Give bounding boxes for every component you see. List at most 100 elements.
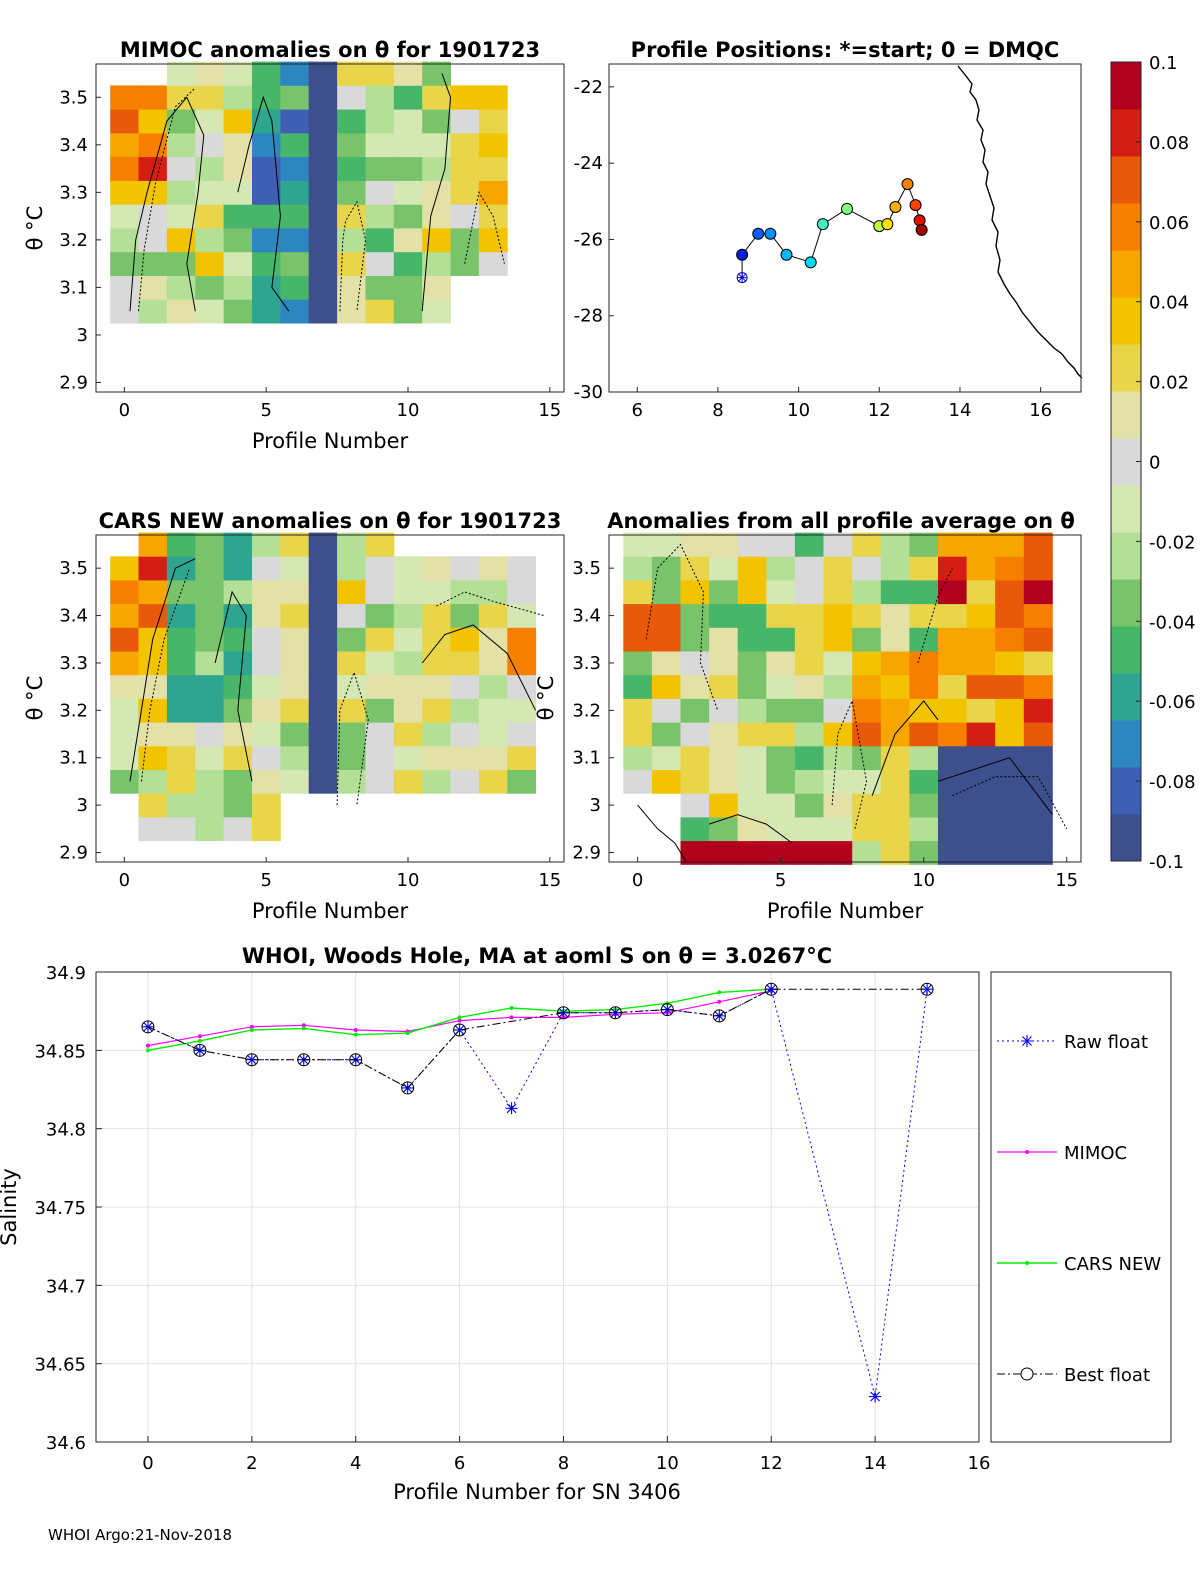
data-point bbox=[717, 990, 722, 995]
heatmap-cell bbox=[138, 651, 168, 676]
legend-item: Best float bbox=[997, 1365, 1150, 1386]
anom-panel-title: Anomalies from all profile average on θ bbox=[607, 509, 1075, 533]
heatmap-cell bbox=[852, 674, 882, 699]
anom-axis-ticks: 0 5 10 15 2.9 3 3.1 3.2 3.3 3.4 3.5 bbox=[572, 558, 1078, 891]
heatmap-cell bbox=[909, 580, 939, 605]
heatmap-cell bbox=[308, 85, 338, 110]
heatmap-cell bbox=[709, 603, 739, 628]
heatmap-cell bbox=[110, 556, 139, 581]
data-point bbox=[301, 1023, 306, 1028]
heatmap-cell bbox=[195, 299, 225, 324]
colorbar-tick-label: 0.02 bbox=[1149, 373, 1189, 394]
heatmap-cell bbox=[623, 627, 653, 652]
heatmap-cell bbox=[138, 580, 168, 605]
salinity-series bbox=[141, 982, 934, 1403]
heatmap-cell bbox=[252, 674, 281, 699]
heatmap-cell bbox=[422, 580, 451, 605]
heatmap-cell bbox=[195, 556, 225, 581]
anom-contour-lines bbox=[637, 543, 1068, 863]
series-line bbox=[147, 988, 928, 1089]
heatmap-cell bbox=[478, 228, 508, 253]
profile-position-marker bbox=[915, 223, 928, 236]
heatmap-cell bbox=[852, 603, 882, 628]
y-tick-label: 34.85 bbox=[34, 1041, 86, 1062]
heatmap-cell bbox=[365, 251, 395, 276]
heatmap-cell bbox=[365, 603, 395, 628]
heatmap-cell bbox=[995, 556, 1025, 581]
heatmap-cell bbox=[966, 556, 996, 581]
y-tick-label: 3 bbox=[77, 325, 88, 346]
heatmap-cell bbox=[110, 109, 139, 134]
x-tick-label: 0 bbox=[632, 870, 643, 891]
anom-heatmap-cells bbox=[623, 532, 1053, 865]
profile-position-marker bbox=[752, 227, 765, 240]
heatmap-cell bbox=[252, 109, 281, 134]
heatmap-cell bbox=[450, 228, 480, 253]
heatmap-cell bbox=[422, 603, 451, 628]
heatmap-cell bbox=[909, 722, 939, 747]
heatmap-cell bbox=[909, 674, 939, 699]
positions-axes-frame bbox=[608, 63, 1082, 393]
heatmap-cell bbox=[852, 556, 882, 581]
heatmap-cell bbox=[1023, 580, 1053, 605]
heatmap-cell bbox=[365, 156, 395, 181]
legend-item: MIMOC bbox=[997, 1143, 1127, 1164]
heatmap-cell bbox=[450, 651, 480, 676]
heatmap-cell bbox=[223, 61, 253, 86]
colorbar-tick-label: 0.08 bbox=[1149, 133, 1189, 154]
mimoc-heatmap-cells bbox=[110, 61, 508, 324]
heatmap-cell bbox=[393, 556, 423, 581]
heatmap-cell bbox=[195, 251, 225, 276]
profile-positions-panel: Profile Positions: *=start; 0 = DMQC 6 8 1… bbox=[574, 38, 1083, 421]
heatmap-cell bbox=[166, 603, 196, 628]
heatmap-cell bbox=[337, 275, 366, 300]
positions-panel-title: Profile Positions: *=start; 0 = DMQC bbox=[631, 38, 1060, 62]
heatmap-cell bbox=[280, 228, 310, 253]
contour-line bbox=[831, 699, 868, 829]
contour-line bbox=[129, 96, 205, 312]
cars-x-axis-label: Profile Number bbox=[252, 899, 409, 923]
heatmap-cell bbox=[1023, 698, 1053, 723]
heatmap-cell bbox=[1023, 769, 1053, 794]
heatmap-cell bbox=[680, 627, 710, 652]
heatmap-cell bbox=[766, 722, 796, 747]
heatmap-cell bbox=[938, 532, 967, 557]
heatmap-cell bbox=[252, 580, 281, 605]
heatmap-cell bbox=[938, 745, 967, 770]
heatmap-cell bbox=[195, 180, 225, 205]
heatmap-cell bbox=[138, 204, 168, 229]
heatmap-cell bbox=[450, 580, 480, 605]
heatmap-cell bbox=[823, 532, 853, 557]
salinity-legend: Raw float MIMOC CARS NEW Best float bbox=[990, 971, 1172, 1443]
x-tick-label: 15 bbox=[538, 870, 561, 891]
profile-position-marker bbox=[780, 248, 793, 261]
heatmap-cell bbox=[308, 722, 338, 747]
y-tick-label: 3.2 bbox=[59, 230, 88, 251]
y-tick-label: 34.9 bbox=[46, 963, 86, 984]
raw-float-point bbox=[661, 1003, 674, 1016]
heatmap-cell bbox=[1023, 651, 1053, 676]
x-tick-label: 10 bbox=[656, 1453, 679, 1474]
heatmap-cell bbox=[252, 275, 281, 300]
legend-item: CARS NEW bbox=[997, 1254, 1161, 1275]
heatmap-cell bbox=[110, 580, 139, 605]
heatmap-cell bbox=[680, 556, 710, 581]
data-point bbox=[509, 1006, 514, 1011]
heatmap-cell bbox=[794, 745, 824, 770]
heatmap-cell bbox=[166, 180, 196, 205]
heatmap-cell bbox=[737, 651, 767, 676]
heatmap-cell bbox=[737, 840, 767, 865]
heatmap-cell bbox=[852, 580, 882, 605]
heatmap-cell bbox=[308, 532, 338, 557]
legend-marker bbox=[1025, 1150, 1029, 1154]
heatmap-cell bbox=[422, 275, 451, 300]
heatmap-cell bbox=[422, 204, 451, 229]
cars-new-anomaly-panel: CARS NEW anomalies on θ for 1901723 0 5 10… bbox=[23, 509, 565, 923]
data-point bbox=[457, 1018, 462, 1023]
contour-line bbox=[140, 568, 191, 782]
heatmap-cell bbox=[280, 698, 310, 723]
heatmap-cell bbox=[478, 156, 508, 181]
profile-position-marker bbox=[804, 256, 817, 269]
heatmap-cell bbox=[280, 251, 310, 276]
y-tick-label: -26 bbox=[574, 229, 603, 250]
